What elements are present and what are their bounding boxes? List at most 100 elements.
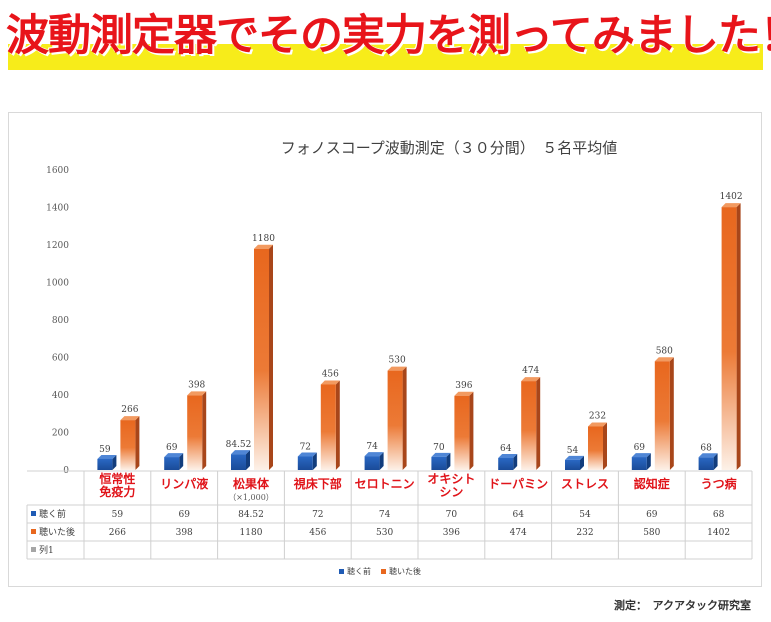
data-label-before: 64 <box>500 444 512 454</box>
bar-after-top <box>721 203 741 208</box>
bar-before-side <box>713 453 718 470</box>
table-cell: 530 <box>376 528 393 538</box>
bar-before-top <box>364 452 384 457</box>
table-cell: 232 <box>576 528 593 538</box>
category-label: 恒常性 <box>99 471 135 486</box>
data-label-after: 1402 <box>720 192 743 202</box>
data-label-before: 72 <box>300 443 311 453</box>
table-cell: 474 <box>510 528 527 538</box>
data-label-before: 74 <box>366 442 378 452</box>
bar-after-front <box>588 426 603 470</box>
category-label: ストレス <box>561 477 609 491</box>
chart-container: フォノスコープ波動測定（３０分間） ５名平均値 0 200 400 600 800 100… <box>8 112 762 587</box>
y-tick-label: 1400 <box>46 204 69 214</box>
category-label: うつ病 <box>701 476 737 491</box>
legend-swatch-before <box>339 569 344 574</box>
bar-after <box>588 422 607 470</box>
bar-before-front <box>631 457 647 470</box>
bar-before-front <box>498 458 514 470</box>
table-cell: 69 <box>178 510 190 520</box>
table-cell: 69 <box>646 510 658 520</box>
bar-before-front <box>231 454 246 470</box>
bar-after-front <box>721 207 737 470</box>
bar-after-front <box>387 370 403 470</box>
page-headline: 波動測定器でその実力を測ってみました！ <box>6 11 771 61</box>
bar-before-top <box>498 454 518 458</box>
bar-after <box>521 377 541 470</box>
bar-before-top <box>565 455 584 460</box>
data-label-after: 456 <box>322 370 339 380</box>
bars: 59 266 69 398 84.52 1180 72 456 74 530 70 396 64 474 5… <box>97 192 743 470</box>
bar-after-top <box>521 377 541 382</box>
bar-before-side <box>312 452 317 470</box>
y-tick-label: 600 <box>52 354 69 364</box>
bar-after-side <box>669 357 674 470</box>
bar-after-front <box>521 381 537 470</box>
bar-after-top <box>120 416 140 421</box>
bar-after-front <box>654 361 670 470</box>
bar-before <box>97 454 117 470</box>
table-cell: 64 <box>512 510 524 520</box>
category-label: 免疫力 <box>99 484 135 499</box>
legend-swatch-after <box>381 569 386 574</box>
bar-before <box>431 452 451 470</box>
bar-after-top <box>588 422 607 427</box>
bar-after-top <box>654 357 674 362</box>
y-tick-label: 200 <box>52 429 69 439</box>
data-label-after: 474 <box>522 366 539 376</box>
bar-before <box>631 453 651 470</box>
bar-after <box>187 391 207 470</box>
bar-after-front <box>320 384 336 470</box>
bar-before-top <box>698 453 718 458</box>
bar-after-top <box>187 391 207 396</box>
bar-before <box>698 453 718 470</box>
table-row-header: 聴く前 <box>39 508 66 520</box>
category-label: セロトニン <box>355 477 415 491</box>
bar-before-top <box>231 450 250 455</box>
bar-after-front <box>454 395 470 470</box>
bar-after <box>654 357 674 470</box>
bar-after-side <box>202 391 207 470</box>
table-cell: 84.52 <box>238 510 264 520</box>
table-cell: 1180 <box>240 528 263 538</box>
bar-before-side <box>446 452 451 470</box>
bar-after-front <box>187 395 203 470</box>
bar-after-side <box>269 244 273 470</box>
data-label-after: 1180 <box>252 234 275 244</box>
data-table: 聴く前 59 69 84.52 72 74 70 64 54 69 68 聴いた後 266 398 1180… <box>26 470 753 560</box>
bar-after <box>387 366 407 470</box>
y-tick-label: 800 <box>52 316 69 326</box>
bar-after <box>721 203 741 470</box>
bar-before <box>297 452 317 470</box>
bar-before-top <box>297 452 317 457</box>
table-cell: 68 <box>713 510 725 520</box>
table-cell: 74 <box>379 510 391 520</box>
bar-before-side <box>179 453 184 470</box>
bar-after-side <box>402 366 407 470</box>
bar-before-side <box>379 452 384 470</box>
table-row-header: 聴いた後 <box>39 526 75 538</box>
data-label-after: 530 <box>389 356 406 366</box>
bar-after <box>254 244 273 470</box>
category-label: 認知症 <box>634 476 670 491</box>
category-label: リンパ液 <box>160 476 208 491</box>
table-cell: 59 <box>112 510 124 520</box>
bar-after <box>454 391 474 470</box>
bar-before-front <box>297 456 313 470</box>
bar-before <box>498 454 518 470</box>
bar-before-top <box>631 453 651 458</box>
data-label-before: 84.52 <box>226 440 252 450</box>
bar-before <box>364 452 384 470</box>
table-row-key <box>31 529 36 534</box>
bar-before-front <box>698 457 714 470</box>
data-label-after: 232 <box>589 412 606 422</box>
y-tick-label: 1000 <box>46 279 69 289</box>
bar-before-top <box>97 454 117 459</box>
category-label: シン <box>439 485 463 499</box>
data-label-after: 398 <box>188 380 205 390</box>
bar-before <box>164 453 184 470</box>
bar-before-side <box>513 454 518 470</box>
data-label-before: 59 <box>99 445 111 455</box>
